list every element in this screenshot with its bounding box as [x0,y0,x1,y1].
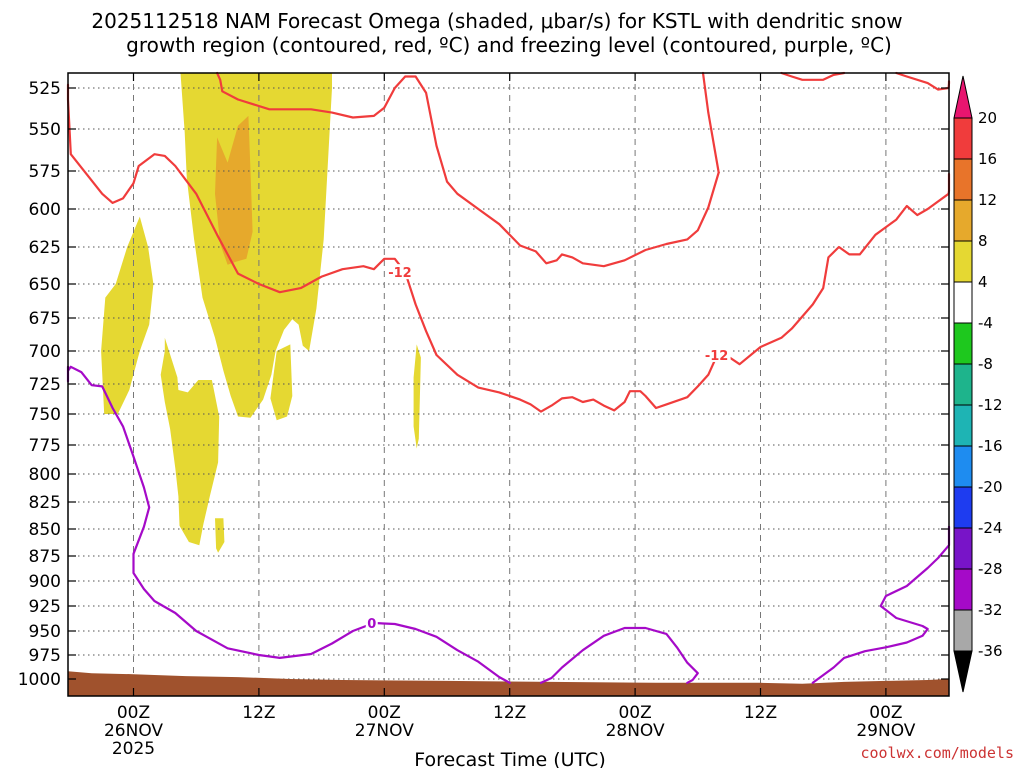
colorbar-bin-6 [953,363,973,406]
chart-title-line2: growth region (contoured, red, ºC) and f… [126,33,892,57]
colorbar-bin-9 [953,486,973,529]
y-tick-label: 825 [29,493,61,513]
chart-title-line1: 2025112518 NAM Forecast Omega (shaded, μ… [91,9,902,33]
x-tick-label: 00Z [618,703,651,723]
contour-line-0-8 [811,525,951,684]
colorbar-bin-11 [953,568,973,611]
omega-shading [101,73,421,553]
colorbar-arrow-bottom [953,650,973,693]
omega-shade-8-6 [215,115,253,265]
contour-line--12-0 [66,83,407,294]
colorbar: 20 16 12 8 4 -4 -8 -12 -16 -20 -24 -28 -32 -36 [953,75,1003,693]
omega-shade-4-1 [270,344,293,421]
y-tick-label: 950 [29,622,61,642]
omega-shade-4-2 [160,337,220,546]
y-tick-label: 550 [29,120,61,140]
x-tick-label: 00Z [368,703,401,723]
contour-label-0: -12 [388,266,412,281]
contour-labels: -12 -12 0 [365,264,731,632]
y-tick-label: 575 [29,162,61,182]
y-tick-label: 1000 [18,670,61,690]
contour-label-bg-1 [702,346,731,362]
colorbar-bin-2 [953,199,973,242]
grid-lines [68,73,949,696]
contour-label-2: 0 [367,617,376,632]
colorbar-bin-12 [953,609,973,652]
contour-label-bg-2 [365,615,378,630]
colorbar-label: -36 [978,642,1003,660]
contour-line-0-7 [539,626,699,684]
contour-line--12-2 [216,71,720,268]
colorbar-bin-3 [953,240,973,283]
colorbar-label: -20 [978,478,1003,496]
contour-line--12-4 [780,71,846,81]
colorbar-bin-4 [953,281,973,324]
colorbar-bin-5 [953,322,973,365]
colorbar-label: -24 [978,519,1003,537]
credit-text: coolwx.com/models [860,744,1014,762]
colorbar-label: -16 [978,437,1003,455]
contour-label-bg-0 [385,264,414,280]
colorbar-label: 8 [978,232,988,250]
colorbar-label: 16 [978,150,997,168]
colorbar-label: -28 [978,560,1003,578]
y-tick-label: 525 [29,79,61,99]
x-tick-label: 00Z [117,703,150,723]
y-axis-ticks: 525 550 575 600 625 650 675 700 725 750 775 800 825 8… [18,79,949,690]
y-tick-label: 750 [29,405,61,425]
x-tick-label: 28NOV [606,721,665,741]
x-tick-label: 00Z [869,703,902,723]
colorbar-label: -32 [978,601,1003,619]
y-tick-label: 650 [29,275,61,295]
contour-line-0-6 [66,365,511,684]
colorbar-bin-0 [953,117,973,160]
contour-label-1: -12 [705,349,729,364]
x-tick-label: 29NOV [856,721,915,741]
x-tick-label: 2025 [112,739,155,759]
colorbar-arrow-top [953,75,973,119]
y-tick-label: 850 [29,520,61,540]
colorbar-label: 20 [978,109,997,127]
contour-line--12-1 [404,172,951,413]
colorbar-label: -4 [978,314,993,332]
x-tick-label: 27NOV [355,721,414,741]
colorbar-label: 12 [978,191,997,209]
colorbar-label: 4 [978,273,988,291]
y-tick-label: 900 [29,572,61,592]
y-tick-label: 775 [29,436,61,456]
plot-area: -12 -12 0 [66,71,951,697]
y-tick-label: 925 [29,597,61,617]
omega-shade-4-5 [413,344,421,449]
y-tick-label: 600 [29,200,61,220]
contour-line--12-3 [701,71,720,174]
y-tick-label: 800 [29,465,61,485]
x-tick-label: 12Z [493,703,526,723]
x-tick-label: 12Z [242,703,275,723]
colorbar-label: -12 [978,396,1003,414]
x-axis-label: Forecast Time (UTC) [414,749,605,768]
colorbar-bin-10 [953,527,973,570]
y-tick-label: 625 [29,238,61,258]
y-tick-label: 725 [29,375,61,395]
omega-shade-4-4 [101,216,154,414]
colorbar-bin-8 [953,445,973,488]
colorbar-bin-1 [953,158,973,201]
colorbar-bin-7 [953,404,973,447]
contour-lines [66,71,951,684]
y-tick-label: 975 [29,646,61,666]
colorbar-label: -8 [978,355,993,373]
y-tick-label: 675 [29,309,61,329]
x-tick-label: 12Z [744,703,777,723]
y-tick-label: 700 [29,342,61,362]
x-tick-label: 26NOV [104,721,163,741]
y-tick-label: 875 [29,547,61,567]
omega-shade-4-3 [215,518,225,553]
